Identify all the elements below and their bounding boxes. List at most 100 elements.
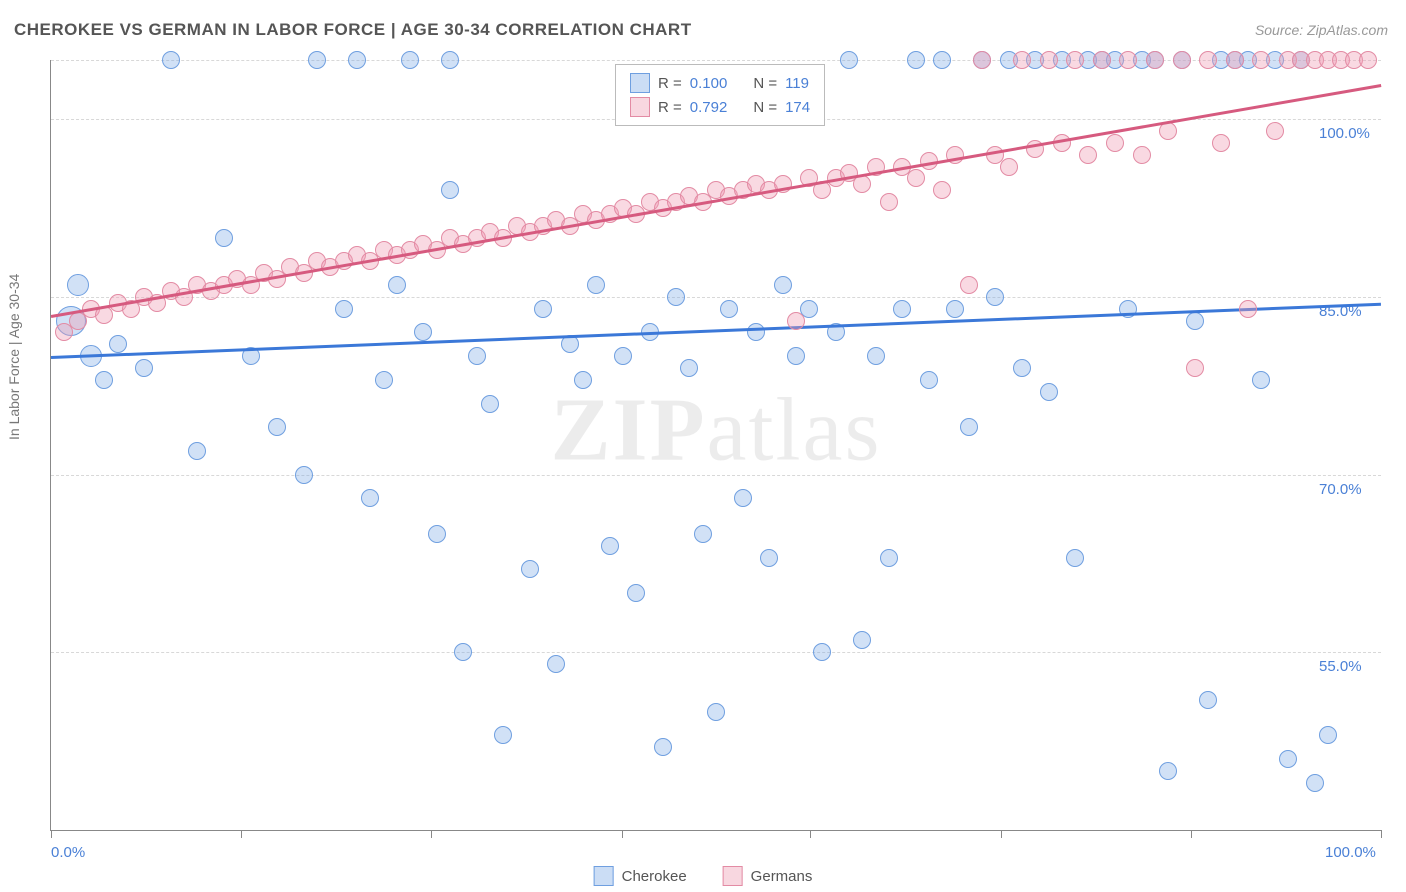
y-tick-label: 70.0% [1319,481,1362,498]
data-point [1066,51,1084,69]
data-point [760,549,778,567]
stats-row: R =0.100N =119 [630,71,810,95]
x-tick [1191,830,1192,838]
correlation-stats-box: R =0.100N =119R =0.792N =174 [615,64,825,126]
data-point [135,359,153,377]
data-point [348,51,366,69]
data-point [534,300,552,318]
data-point [933,51,951,69]
data-point [375,371,393,389]
data-point [880,193,898,211]
n-label: N = [753,99,777,116]
data-point [787,347,805,365]
data-point [1106,134,1124,152]
data-point [907,169,925,187]
y-axis-label: In Labor Force | Age 30-34 [6,274,22,440]
data-point [1040,383,1058,401]
data-point [667,288,685,306]
data-point [1040,51,1058,69]
data-point [973,51,991,69]
data-point [521,560,539,578]
data-point [747,323,765,341]
data-point [95,371,113,389]
series-swatch [594,866,614,886]
r-label: R = [658,75,682,92]
data-point [1000,158,1018,176]
data-point [867,347,885,365]
data-point [840,51,858,69]
data-point [787,312,805,330]
data-point [481,395,499,413]
data-point [774,276,792,294]
data-point [468,347,486,365]
data-point [986,288,1004,306]
watermark: ZIPatlas [551,378,882,481]
data-point [907,51,925,69]
data-point [893,300,911,318]
data-point [946,300,964,318]
data-point [1306,774,1324,792]
data-point [215,229,233,247]
data-point [1199,51,1217,69]
data-point [1226,51,1244,69]
x-tick-label: 100.0% [1325,844,1376,861]
data-point [268,418,286,436]
x-tick [1381,830,1382,838]
data-point [1239,300,1257,318]
data-point [109,335,127,353]
data-point [335,300,353,318]
y-tick-label: 55.0% [1319,658,1362,675]
data-point [654,738,672,756]
legend-item: Cherokee [594,866,687,886]
data-point [1173,51,1191,69]
data-point [587,276,605,294]
gridline [51,297,1381,298]
data-point [1013,51,1031,69]
data-point [1133,146,1151,164]
data-point [361,489,379,507]
data-point [1319,726,1337,744]
data-point [295,466,313,484]
data-point [933,181,951,199]
chart-title: CHEROKEE VS GERMAN IN LABOR FORCE | AGE … [14,20,692,40]
data-point [561,335,579,353]
data-point [441,181,459,199]
series-swatch [723,866,743,886]
data-point [574,371,592,389]
x-tick [51,830,52,838]
data-point [308,51,326,69]
data-point [67,274,89,296]
r-value: 0.100 [690,75,728,92]
data-point [1279,750,1297,768]
data-point [880,549,898,567]
x-tick [1001,830,1002,838]
gridline [51,652,1381,653]
legend-label: Germans [751,868,813,885]
data-point [960,418,978,436]
data-point [428,525,446,543]
gridline [51,475,1381,476]
x-tick-label: 0.0% [51,844,85,861]
data-point [1013,359,1031,377]
trend-line [51,303,1381,359]
data-point [960,276,978,294]
data-point [694,525,712,543]
data-point [1359,51,1377,69]
data-point [1252,371,1270,389]
data-point [627,584,645,602]
x-tick [431,830,432,838]
r-value: 0.792 [690,99,728,116]
data-point [853,631,871,649]
data-point [707,703,725,721]
data-point [1093,51,1111,69]
n-value: 119 [785,75,809,92]
stats-row: R =0.792N =174 [630,95,810,119]
data-point [734,489,752,507]
x-tick [241,830,242,838]
legend-label: Cherokee [622,868,687,885]
data-point [920,371,938,389]
data-point [1159,762,1177,780]
data-point [1212,134,1230,152]
data-point [813,643,831,661]
data-point [494,726,512,744]
